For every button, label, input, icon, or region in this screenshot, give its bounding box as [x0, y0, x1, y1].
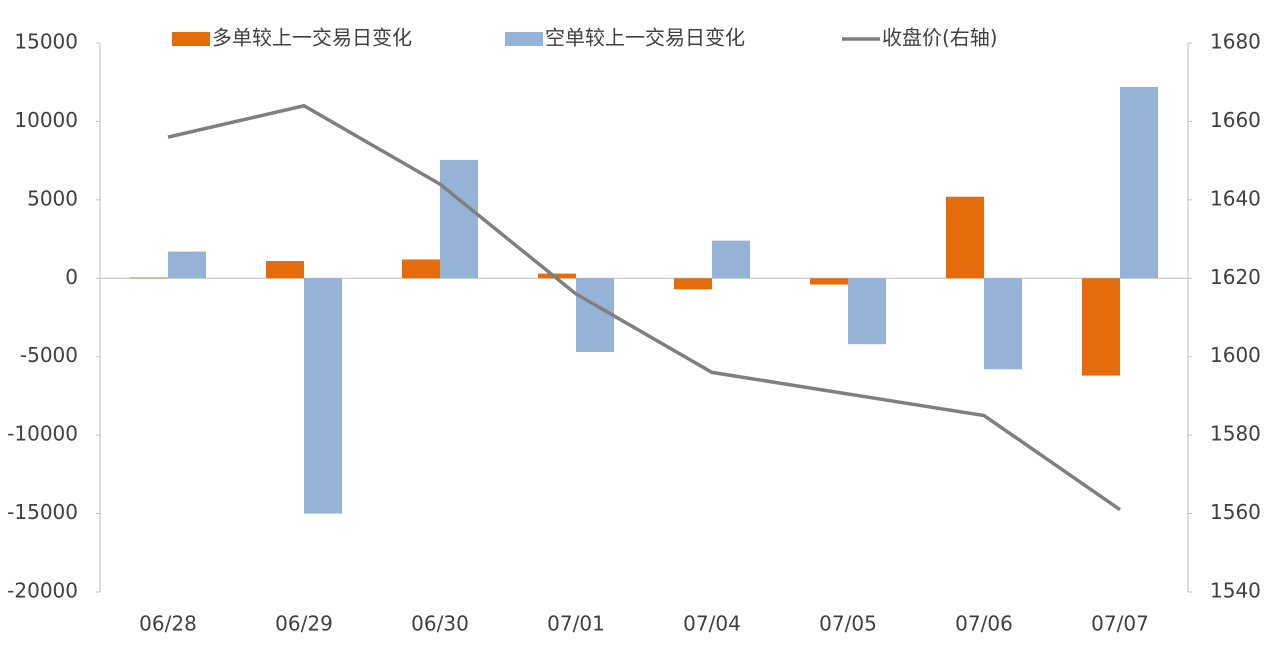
bar — [984, 278, 1022, 370]
legend-label: 收盘价(右轴) — [882, 26, 998, 50]
y2-tick-label: 1540 — [1210, 579, 1261, 603]
x-tick-label: 07/04 — [683, 612, 741, 636]
legend-label: 多单较上一交易日变化 — [212, 26, 412, 50]
bar — [674, 278, 712, 290]
x-tick-label: 07/07 — [1091, 612, 1149, 636]
bar — [130, 277, 168, 279]
legend-label: 空单较上一交易日变化 — [545, 26, 745, 50]
bar — [266, 261, 304, 279]
legend-swatch — [172, 32, 210, 46]
y2-tick-label: 1680 — [1210, 30, 1261, 54]
x-tick-label: 07/06 — [955, 612, 1013, 636]
bar — [402, 259, 440, 279]
y-tick-label: -10000 — [7, 422, 78, 446]
x-tick-label: 07/01 — [547, 612, 605, 636]
bar — [712, 240, 750, 279]
y-tick-label: 10000 — [14, 108, 78, 132]
y2-tick-label: 1660 — [1210, 108, 1261, 132]
y2-tick-label: 1560 — [1210, 500, 1261, 524]
bar — [848, 278, 886, 345]
line — [167, 103, 1121, 512]
bar — [538, 273, 576, 279]
y2-tick-label: 1600 — [1210, 343, 1261, 367]
x-tick-label: 07/05 — [819, 612, 877, 636]
y2-tick-label: 1620 — [1210, 265, 1261, 289]
bar — [1120, 86, 1158, 279]
y-tick-label: 15000 — [14, 30, 78, 54]
y-tick-label: -5000 — [20, 343, 78, 367]
y-tick-label: 5000 — [27, 186, 78, 210]
bar — [168, 251, 206, 279]
x-tick-label: 06/29 — [275, 612, 333, 636]
bar — [810, 278, 848, 285]
y-tick-label: -15000 — [7, 500, 78, 524]
y2-tick-label: 1580 — [1210, 422, 1261, 446]
bar — [576, 278, 614, 353]
bar — [1082, 278, 1120, 376]
bar — [946, 196, 984, 279]
bar — [440, 159, 478, 279]
x-tick-label: 06/28 — [139, 612, 197, 636]
y2-tick-label: 1640 — [1210, 186, 1261, 210]
y-tick-label: 0 — [65, 265, 78, 289]
legend-swatch — [505, 32, 543, 46]
y-tick-label: -20000 — [7, 579, 78, 603]
x-tick-label: 06/30 — [411, 612, 469, 636]
bar — [304, 278, 342, 514]
